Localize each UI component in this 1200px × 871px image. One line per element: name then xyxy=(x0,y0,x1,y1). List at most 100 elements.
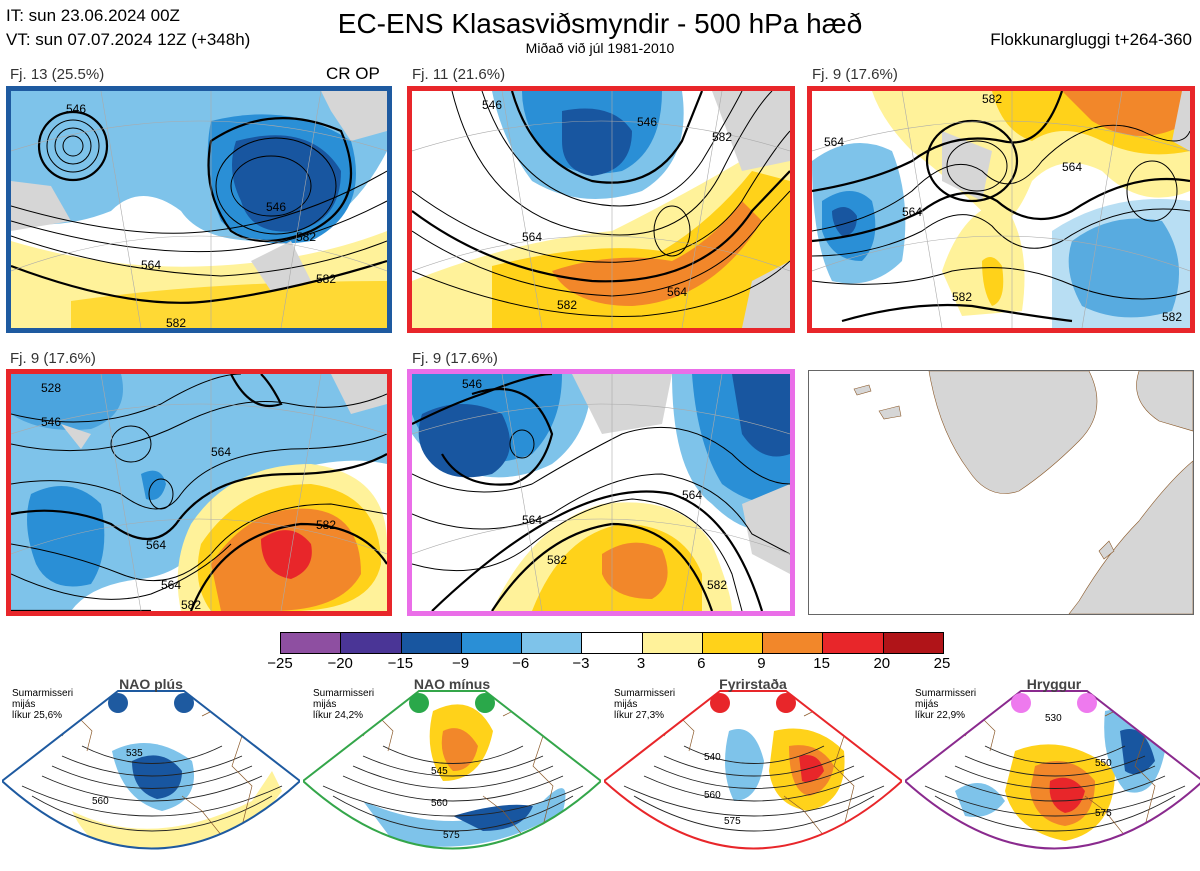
contour-label: 546 xyxy=(637,115,657,129)
contour-label: 582 xyxy=(166,316,186,328)
cluster-map-2: 546 546 564 564 582 582 xyxy=(412,91,790,328)
contour-label: 564 xyxy=(824,135,844,149)
regime-dot xyxy=(174,693,194,713)
contour-label: 564 xyxy=(1062,160,1082,174)
init-time: IT: sun 23.06.2024 00Z xyxy=(6,6,180,25)
colorbar-tick: −15 xyxy=(387,655,414,672)
colorbar-swatch xyxy=(341,633,402,653)
contour-label: 582 xyxy=(982,92,1002,106)
panel-4-label: Fj. 9 (17.6%) xyxy=(10,350,96,367)
regime-contour-label: 575 xyxy=(724,816,741,827)
regime-dot xyxy=(475,693,495,713)
classification-window: Flokkunargluggi t+264-360 xyxy=(990,30,1192,49)
cluster-panel-1: 546 546 564 582 582 582 xyxy=(6,86,392,333)
contour-label: 564 xyxy=(902,205,922,219)
regime-3: 540 560 575 Sumarmisseri mijás líkur 27,3%… xyxy=(604,676,902,871)
regime-mean: mijás xyxy=(614,699,638,710)
regime-1: 535 560 Sumarmisseri mijás líkur 25,6% NA… xyxy=(2,676,300,871)
contour-label: 582 xyxy=(316,272,336,286)
colorbar-tick: 25 xyxy=(933,655,951,672)
regime-season: Sumarmisseri xyxy=(614,688,676,699)
regime-dot xyxy=(1011,693,1031,713)
contour-label: 564 xyxy=(211,445,231,459)
cluster-panel-5: 546 564 564 582 582 xyxy=(407,369,795,616)
cluster-panel-2: 546 546 564 564 582 582 xyxy=(407,86,795,333)
regime-name: NAO mínus xyxy=(413,676,491,692)
regime-contour-label: 530 xyxy=(1045,713,1062,724)
regime-mean: mijás xyxy=(313,699,337,710)
colorbar-tick: 15 xyxy=(813,655,830,672)
cluster-panel-3: 564 564 564 582 582 582 xyxy=(807,86,1195,333)
contour-label: 546 xyxy=(462,377,482,391)
colorbar-swatch xyxy=(823,633,884,653)
colorbar-swatch xyxy=(522,633,583,653)
colorbar-tick: −9 xyxy=(451,655,470,672)
colorbar-swatch xyxy=(461,633,523,653)
regime-contour-label: 560 xyxy=(431,798,448,809)
contour-label: 564 xyxy=(522,230,542,244)
regime-dot xyxy=(710,693,730,713)
cr-op-label: CR OP xyxy=(326,64,380,83)
contour-label: 582 xyxy=(181,598,201,611)
regime-likelihood: líkur 24,2% xyxy=(313,710,364,721)
cluster-map-3: 564 564 564 582 582 582 xyxy=(812,91,1190,328)
regime-mean: mijás xyxy=(12,699,36,710)
colorbar-swatch xyxy=(763,633,824,653)
colorbar-swatch xyxy=(401,633,462,653)
page-subtitle: Miðað við júl 1981-2010 xyxy=(525,40,675,56)
contour-label: 546 xyxy=(41,415,61,429)
regime-name: NAO plús xyxy=(119,676,183,692)
regime-likelihood: líkur 25,6% xyxy=(12,710,63,721)
cluster-map-5: 546 564 564 582 582 xyxy=(412,374,790,611)
contour-label: 564 xyxy=(522,513,542,527)
contour-label: 546 xyxy=(66,102,86,116)
colorbar-tick: −25 xyxy=(267,655,293,672)
colorbar-swatch xyxy=(582,633,643,653)
regime-contour-label: 560 xyxy=(92,796,109,807)
colorbar xyxy=(280,632,944,654)
regime-name: Fyrirstaða xyxy=(719,676,787,692)
contour-label: 582 xyxy=(557,298,577,312)
regime-season: Sumarmisseri xyxy=(12,688,74,699)
colorbar-swatch xyxy=(702,633,764,653)
panel-5-label: Fj. 9 (17.6%) xyxy=(412,350,498,367)
regime-likelihood: líkur 22,9% xyxy=(915,710,966,721)
regime-season: Sumarmisseri xyxy=(313,688,375,699)
contour-label: 564 xyxy=(682,488,702,502)
contour-label: 546 xyxy=(482,98,502,112)
regime-season: Sumarmisseri xyxy=(915,688,977,699)
panel-1-label: Fj. 13 (25.5%) xyxy=(10,66,105,83)
regime-contour-label: 575 xyxy=(1095,808,1112,819)
valid-time: VT: sun 07.07.2024 12Z (+348h) xyxy=(6,30,251,49)
regime-2: 545 560 575 Sumarmisseri mijás líkur 24,2%… xyxy=(303,676,601,871)
regime-dot xyxy=(776,693,796,713)
regime-contour-label: 545 xyxy=(431,766,448,777)
panel-3-label: Fj. 9 (17.6%) xyxy=(812,66,898,83)
contour-label: 582 xyxy=(296,230,316,244)
regime-contour-label: 575 xyxy=(443,830,460,841)
regime-dot xyxy=(409,693,429,713)
regime-contour-label: 550 xyxy=(1095,758,1112,769)
colorbar-swatch xyxy=(883,633,943,653)
colorbar-tick: 20 xyxy=(873,655,891,672)
contour-label: 564 xyxy=(161,578,181,592)
regime-name: Hryggur xyxy=(1026,676,1082,692)
page-title: EC-ENS Klasasviðsmyndir - 500 hPa hæð xyxy=(337,8,863,39)
contour-label: 582 xyxy=(316,518,336,532)
cluster-map-1: 546 546 564 582 582 582 xyxy=(11,91,387,328)
contour-label: 582 xyxy=(952,290,972,304)
colorbar-tick: −20 xyxy=(327,655,353,672)
contour-label: 564 xyxy=(146,538,166,552)
contour-label: 564 xyxy=(667,285,687,299)
reference-map xyxy=(809,371,1193,614)
regime-contour-label: 535 xyxy=(126,748,143,759)
colorbar-swatch xyxy=(642,633,703,653)
reference-map-panel xyxy=(808,370,1194,615)
regime-contour-label: 540 xyxy=(704,752,721,763)
cluster-map-4: 528 546 564 564 564 582 582 xyxy=(11,374,387,611)
colorbar-tick: −3 xyxy=(572,655,590,672)
regime-mean: mijás xyxy=(915,699,939,710)
colorbar-tick: 6 xyxy=(697,655,706,672)
regime-dot xyxy=(108,693,128,713)
contour-label: 582 xyxy=(547,553,567,567)
